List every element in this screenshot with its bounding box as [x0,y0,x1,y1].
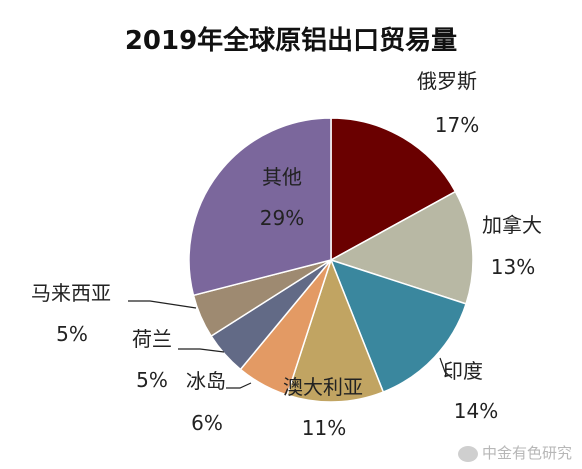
wechat-icon [457,445,478,462]
pie-slice-0 [330,117,457,262]
slice-percent-6: 5% [56,322,88,346]
slice-percent-0: 17% [435,113,479,137]
leader-line-5 [178,348,225,353]
slice-label-6: 马来西亚 [31,281,111,305]
slice-percent-5: 5% [136,368,168,392]
pie-slice-7 [188,117,332,297]
pie-slice-2 [329,258,467,394]
slice-label-5: 荷兰 [132,327,172,351]
chart-title: 2019年全球原铝出口贸易量 [124,26,458,56]
slice-percent-3: 11% [302,416,346,440]
pie-slice-1 [329,190,474,305]
slice-percent-4: 6% [191,411,223,435]
pie-slice-3 [286,257,385,403]
slice-label-2: 印度 [443,359,483,383]
watermark: 中金有色研究 [457,442,572,463]
slice-percent-1: 13% [491,255,535,279]
slice-percent-7: 29% [260,206,304,230]
slice-label-1: 加拿大 [482,213,542,237]
slice-label-3: 澳大利亚 [283,375,363,399]
slice-label-0: 俄罗斯 [417,69,477,93]
leader-line-4 [226,382,252,389]
leader-line-2 [439,357,453,379]
watermark-text: 中金有色研究 [481,444,572,462]
slice-percent-2: 14% [454,399,498,423]
slice-label-4: 冰岛 [186,369,226,393]
slice-label-7: 其他 [262,165,302,189]
leader-line-6 [128,300,197,309]
